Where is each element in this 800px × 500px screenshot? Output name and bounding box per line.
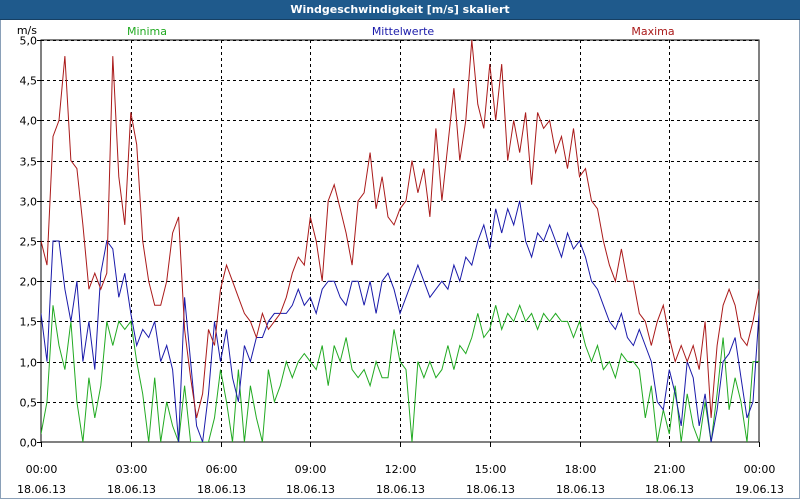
legend-minima: Minima [127, 25, 167, 38]
legend-maxima: Maxima [631, 25, 674, 38]
y-tick-label: 3,0 [20, 196, 38, 209]
x-tick-date: 18.06.13 [645, 483, 694, 496]
x-tick-date: 18.06.13 [107, 483, 156, 496]
y-tick-label: 2,0 [20, 276, 38, 289]
x-tick-time: 18:00 [565, 463, 597, 476]
y-tick-label: 3,5 [20, 156, 38, 169]
wind-speed-chart: 0,0 0,5 1,0 1,5 2,0 2,5 3,0 3,5 4,0 4,5 5,0m/s 00:0… [17, 24, 784, 496]
y-tick-label: 5,0 [20, 35, 38, 48]
y-tick-label: 4,0 [20, 115, 38, 128]
x-tick-date: 18.06.13 [466, 483, 515, 496]
x-tick-date: 19.06.13 [735, 483, 784, 496]
series-line-maxima [41, 40, 759, 419]
y-tick-label: 1,0 [20, 357, 38, 370]
x-tick-date: 18.06.13 [376, 483, 425, 496]
x-tick-date: 18.06.13 [556, 483, 605, 496]
x-tick-time: 21:00 [654, 463, 686, 476]
y-tick-label: 0,0 [20, 437, 38, 450]
y-tick-label: 4,5 [20, 75, 38, 88]
x-tick-time: 00:00 [26, 463, 58, 476]
legend-mittel: Mittelwerte [372, 25, 435, 38]
x-tick-time: 06:00 [206, 463, 238, 476]
x-tick-time: 12:00 [385, 463, 417, 476]
x-tick-time: 03:00 [116, 463, 148, 476]
x-tick-time: 15:00 [475, 463, 507, 476]
y-tick-label: 1,5 [20, 316, 38, 329]
window-title: Windgeschwindigkeit [m/s] skaliert [290, 3, 510, 16]
y-axis-label: m/s [17, 24, 37, 37]
chart-frame: 0,0 0,5 1,0 1,5 2,0 2,5 3,0 3,5 4,0 4,5 5,0 m/s 00:0… [0, 20, 800, 499]
x-tick-time: 09:00 [295, 463, 327, 476]
x-tick-date: 18.06.13 [197, 483, 246, 496]
y-tick-label: 0,5 [20, 397, 38, 410]
series-line-minima [41, 303, 759, 442]
window-titlebar: Windgeschwindigkeit [m/s] skaliert [0, 0, 800, 20]
x-tick-date: 18.06.13 [286, 483, 335, 496]
x-tick-date: 18.06.13 [17, 483, 66, 496]
series-line-mittel [41, 200, 759, 442]
y-tick-label: 2,5 [20, 236, 38, 249]
x-tick-time: 00:00 [744, 463, 776, 476]
